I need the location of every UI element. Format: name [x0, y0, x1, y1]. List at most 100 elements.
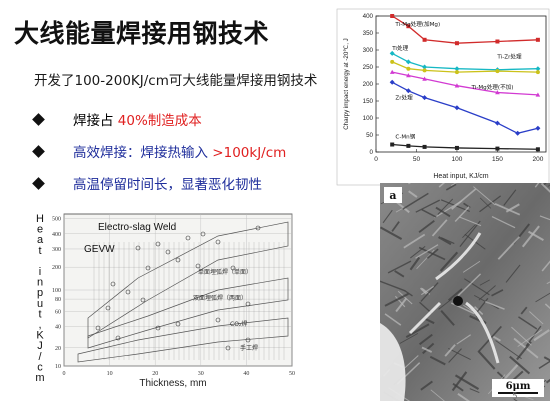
- ylabel-letter: m: [35, 372, 44, 384]
- x-tick-label: 20: [152, 371, 158, 377]
- y-tick-label: 400: [363, 13, 374, 20]
- data-point: [535, 125, 541, 131]
- x-tick-label: 200: [532, 156, 543, 163]
- annotation-gevw: GEVW: [84, 244, 115, 255]
- lath-stroke: [469, 388, 480, 393]
- y-tick-label: 100: [363, 115, 374, 122]
- series-line: [392, 143, 538, 150]
- x-tick-label: 30: [198, 371, 204, 377]
- process-band: [87, 277, 289, 349]
- lath-stroke: [384, 313, 402, 326]
- lath-stroke: [497, 236, 521, 260]
- data-point: [185, 235, 191, 241]
- series-line: [391, 52, 538, 71]
- ylabel-letter: /: [38, 351, 42, 363]
- data-point: [406, 66, 411, 71]
- lath-stroke: [420, 282, 439, 302]
- data-point: [454, 41, 459, 46]
- lath-stroke: [450, 183, 457, 186]
- data-point: [495, 39, 500, 44]
- x-tick-label: 40: [243, 371, 249, 377]
- y-tick-label: 500: [52, 217, 61, 223]
- y-tick-label: 20: [55, 346, 61, 352]
- data-point: [255, 225, 261, 231]
- lath-stroke: [451, 188, 477, 210]
- annotation-double-saw: 双面埋弧焊（两面）: [193, 294, 247, 302]
- bullet-diamond-icon: [32, 112, 45, 126]
- lath-stroke: [439, 251, 459, 272]
- lath-stroke: [462, 224, 476, 238]
- data-point: [406, 143, 411, 148]
- y-tick-label: 0: [370, 149, 374, 156]
- lath-stroke: [521, 225, 540, 248]
- data-point: [535, 70, 540, 75]
- lath-stroke: [462, 260, 481, 273]
- lath-stroke: [409, 256, 421, 271]
- x-tick-label: 50: [289, 371, 295, 377]
- data-point: [535, 92, 541, 97]
- image-label: a: [389, 189, 396, 202]
- lath-stroke: [452, 382, 464, 392]
- data-point: [225, 345, 231, 351]
- process-band: [87, 221, 289, 339]
- data-point: [389, 79, 395, 85]
- lath-stroke: [429, 355, 446, 366]
- lath-stroke: [397, 290, 413, 305]
- data-point: [535, 147, 540, 152]
- data-point: [495, 69, 500, 74]
- page-number: 5: [512, 392, 518, 402]
- ylabel-letter: e: [37, 224, 43, 236]
- lath-stroke: [454, 374, 480, 390]
- data-point: [406, 24, 411, 29]
- lath-stroke: [403, 233, 426, 249]
- data-point: [515, 130, 521, 136]
- lath-stroke: [394, 295, 406, 308]
- data-point: [495, 146, 500, 151]
- lath-stroke: [447, 288, 463, 302]
- data-point: [422, 68, 427, 73]
- data-point: [454, 83, 460, 88]
- lath-stroke: [395, 207, 404, 213]
- lath-stroke: [387, 260, 412, 274]
- lath-stroke: [541, 260, 550, 272]
- lath-stroke: [463, 304, 473, 312]
- bullet-item: 高效焊接：焊接热输入 >100kJ/cm: [30, 135, 330, 167]
- data-point: [245, 301, 251, 307]
- lath-stroke: [505, 264, 521, 283]
- data-point: [454, 66, 460, 72]
- lath-stroke: [415, 244, 439, 259]
- bullet-item: 高温停留时间长，显著恶化韧性: [30, 167, 330, 199]
- y-tick-label: 80: [55, 297, 61, 303]
- data-point: [495, 90, 500, 95]
- lath-stroke: [454, 206, 470, 223]
- data-point: [454, 70, 459, 75]
- lath-stroke: [448, 348, 462, 363]
- lath-stroke: [396, 201, 410, 214]
- lath-stroke: [533, 329, 550, 342]
- lath-stroke: [511, 326, 532, 346]
- lath-stroke: [438, 183, 446, 188]
- lath-stroke: [479, 195, 502, 213]
- chart-ylabel: Charpy impact energy at -20℃, J: [343, 38, 350, 130]
- x-tick-label: 10: [107, 371, 113, 377]
- inclusion-particle: [453, 296, 463, 306]
- lath-stroke: [529, 311, 544, 325]
- data-point: [215, 317, 221, 323]
- data-point: [135, 245, 141, 251]
- lath-stroke: [437, 198, 454, 215]
- lath-stroke: [395, 297, 408, 313]
- ylabel-letter: c: [37, 361, 43, 373]
- lath-stroke: [546, 281, 550, 285]
- data-point: [105, 305, 111, 311]
- lath-stroke: [479, 279, 490, 286]
- lath-stroke: [405, 323, 430, 338]
- slide-title: 大线能量焊接用钢技术: [14, 19, 270, 48]
- y-tick-label: 250: [363, 64, 374, 71]
- lath-stroke: [399, 332, 419, 344]
- lath-stroke: [457, 273, 482, 297]
- bullet-text: 焊接占 40%制造成本: [73, 113, 202, 129]
- lath-stroke: [456, 334, 471, 345]
- series-label: Ti-Mg处理(不加): [471, 83, 514, 91]
- lath-stroke: [431, 219, 448, 237]
- lath-stroke: [516, 341, 532, 361]
